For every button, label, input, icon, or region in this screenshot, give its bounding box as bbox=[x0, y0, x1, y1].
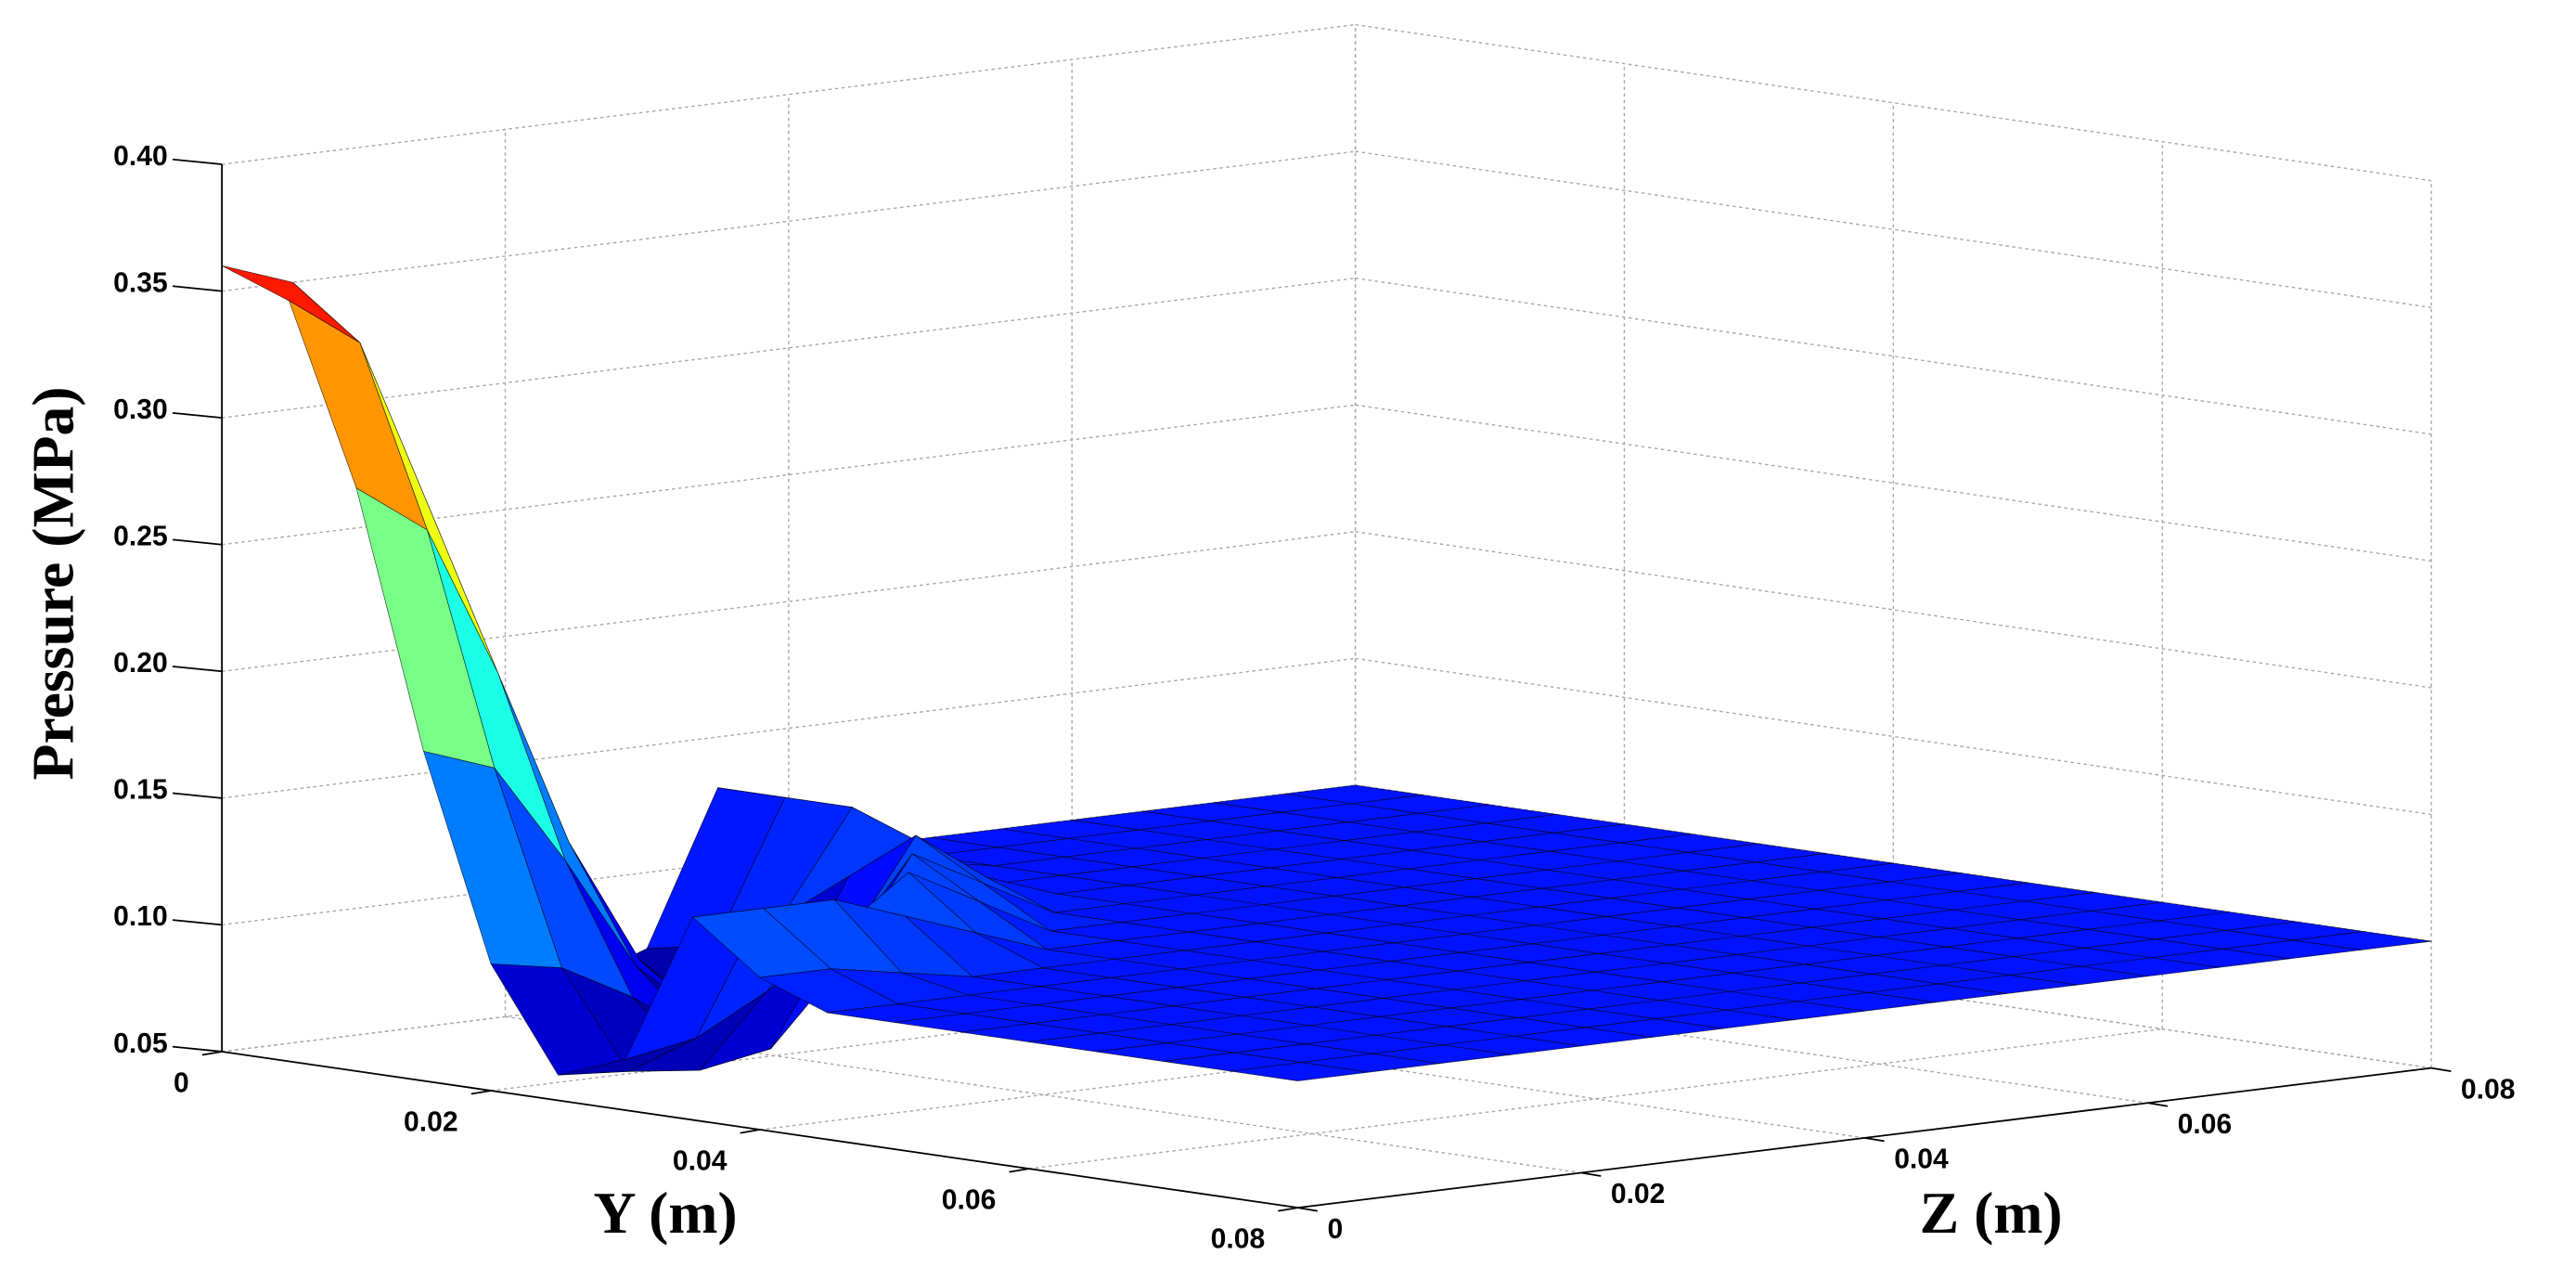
z-tick-label: 0.06 bbox=[2178, 1109, 2233, 1140]
surface-face bbox=[1230, 1062, 1370, 1081]
tick-mark bbox=[172, 919, 223, 926]
tick-mark bbox=[470, 1090, 492, 1095]
tick-mark bbox=[172, 158, 223, 165]
axes: 0.05 0.10 0.15 0.20 0.25 0.30 0.35 0.40 0 0.02 0.0… bbox=[113, 141, 2515, 1255]
tick-mark bbox=[740, 1129, 761, 1134]
z-tick-label: 0.02 bbox=[1611, 1179, 1666, 1209]
tick-mark bbox=[2147, 1102, 2169, 1107]
y-tick-label: 0 bbox=[174, 1067, 189, 1098]
tick-mark bbox=[172, 792, 223, 799]
v-tick-label: 0.10 bbox=[113, 901, 168, 932]
z-axis-label: Z (m) bbox=[1920, 1180, 2063, 1246]
tick-mark bbox=[172, 666, 223, 673]
tick-mark bbox=[172, 538, 223, 546]
tick-mark bbox=[172, 1045, 223, 1053]
y-tick-label: 0.08 bbox=[1211, 1223, 1266, 1254]
tick-mark bbox=[172, 411, 223, 420]
tick-mark bbox=[1297, 1207, 1319, 1212]
v-tick-label: 0.15 bbox=[113, 775, 168, 806]
y-tick-label: 0.04 bbox=[673, 1145, 728, 1176]
tick-mark bbox=[1864, 1137, 1885, 1143]
v-axis-label: Pressure (MPa) bbox=[20, 386, 86, 780]
tick-mark bbox=[201, 1051, 223, 1056]
v-tick-label: 0.25 bbox=[113, 522, 168, 552]
z-tick-label: 0 bbox=[1327, 1214, 1343, 1245]
v-tick-label: 0.40 bbox=[113, 141, 168, 172]
z-tick-label: 0.04 bbox=[1894, 1144, 1949, 1175]
tick-mark bbox=[172, 285, 223, 292]
grid-line bbox=[1355, 23, 2432, 182]
v-tick-label: 0.30 bbox=[113, 394, 168, 425]
y-tick-label: 0.02 bbox=[404, 1106, 458, 1137]
v-tick-label: 0.35 bbox=[113, 267, 168, 298]
tick-mark bbox=[1580, 1171, 1602, 1177]
z-tick-label: 0.08 bbox=[2461, 1074, 2516, 1105]
tick-mark bbox=[1009, 1168, 1029, 1173]
y-axis-label: Y (m) bbox=[594, 1180, 738, 1246]
grid-line bbox=[222, 23, 1356, 165]
tick-mark bbox=[1278, 1207, 1298, 1212]
tick-mark bbox=[2430, 1067, 2452, 1073]
surface bbox=[221, 265, 2432, 1081]
v-tick-label: 0.05 bbox=[113, 1028, 168, 1059]
v-tick-label: 0.20 bbox=[113, 648, 168, 679]
y-tick-label: 0.06 bbox=[942, 1184, 997, 1215]
